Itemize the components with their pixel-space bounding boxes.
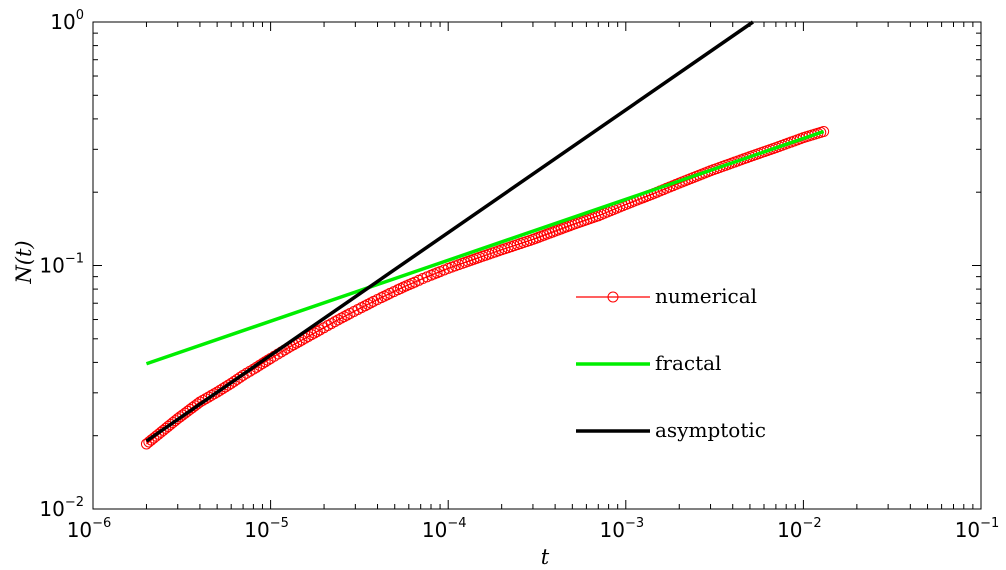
numerical-point <box>203 391 215 403</box>
numerical-point <box>220 381 232 393</box>
numerical-point <box>302 330 314 342</box>
y-tick-label: 10−1 <box>39 252 84 278</box>
numerical-point <box>341 309 353 321</box>
numerical-point <box>406 277 418 289</box>
numerical-point <box>211 386 223 398</box>
numerical-point <box>167 417 179 429</box>
numerical-point <box>208 388 220 400</box>
y-axis-label: N(t) <box>12 240 36 284</box>
numerical-point <box>234 371 246 383</box>
legend-item-numerical: numerical <box>576 284 757 308</box>
numerical-point <box>421 271 433 283</box>
series-layer <box>140 20 830 450</box>
numerical-point <box>225 377 237 389</box>
x-axis-label: t <box>541 545 550 569</box>
numerical-point <box>438 264 450 276</box>
numerical-point <box>431 267 443 279</box>
numerical-point <box>325 318 337 330</box>
legend-item-fractal: fractal <box>576 351 721 375</box>
numerical-point <box>311 325 323 337</box>
numerical-point <box>332 314 344 326</box>
x-tick-labels: 10−6 10−5 10−4 10−3 10−2 10−1 <box>67 516 1000 542</box>
fractal-line <box>145 129 825 366</box>
numerical-point <box>231 373 243 385</box>
numerical-point <box>381 289 393 301</box>
numerical-point <box>388 286 400 298</box>
y-tick-labels: 10−2 10−1 100 <box>39 8 84 521</box>
numerical-point <box>228 375 240 387</box>
legend-label-asymptotic: asymptotic <box>655 418 766 442</box>
legend-item-asymptotic: asymptotic <box>576 418 766 442</box>
numerical-point <box>217 383 229 395</box>
x-tick-label: 10−3 <box>599 516 644 542</box>
x-tick-label: 10−6 <box>67 516 112 542</box>
legend: numerical fractal asymptotic <box>576 284 766 442</box>
y-tick-label: 100 <box>50 8 84 34</box>
numerical-point <box>355 302 367 314</box>
numerical-point <box>365 297 377 309</box>
y-tick-label: 10−2 <box>39 495 84 521</box>
legend-marker-numerical <box>607 291 619 303</box>
x-tick-label: 10−2 <box>777 516 822 542</box>
axes-box <box>92 21 982 510</box>
legend-label-fractal: fractal <box>655 351 721 375</box>
numerical-point <box>222 379 234 391</box>
numerical-point <box>308 327 320 339</box>
legend-label-numerical: numerical <box>655 284 757 308</box>
x-tick-label: 10−1 <box>955 516 1000 542</box>
x-tick-label: 10−4 <box>422 516 467 542</box>
numerical-point <box>205 389 217 401</box>
major-ticks <box>92 21 982 510</box>
minor-ticks <box>93 22 981 509</box>
asymptotic-line <box>145 20 754 443</box>
numerical-point <box>371 294 383 306</box>
plot-area <box>92 20 982 510</box>
x-tick-label: 10−5 <box>244 516 289 542</box>
numerical-point <box>214 384 226 396</box>
